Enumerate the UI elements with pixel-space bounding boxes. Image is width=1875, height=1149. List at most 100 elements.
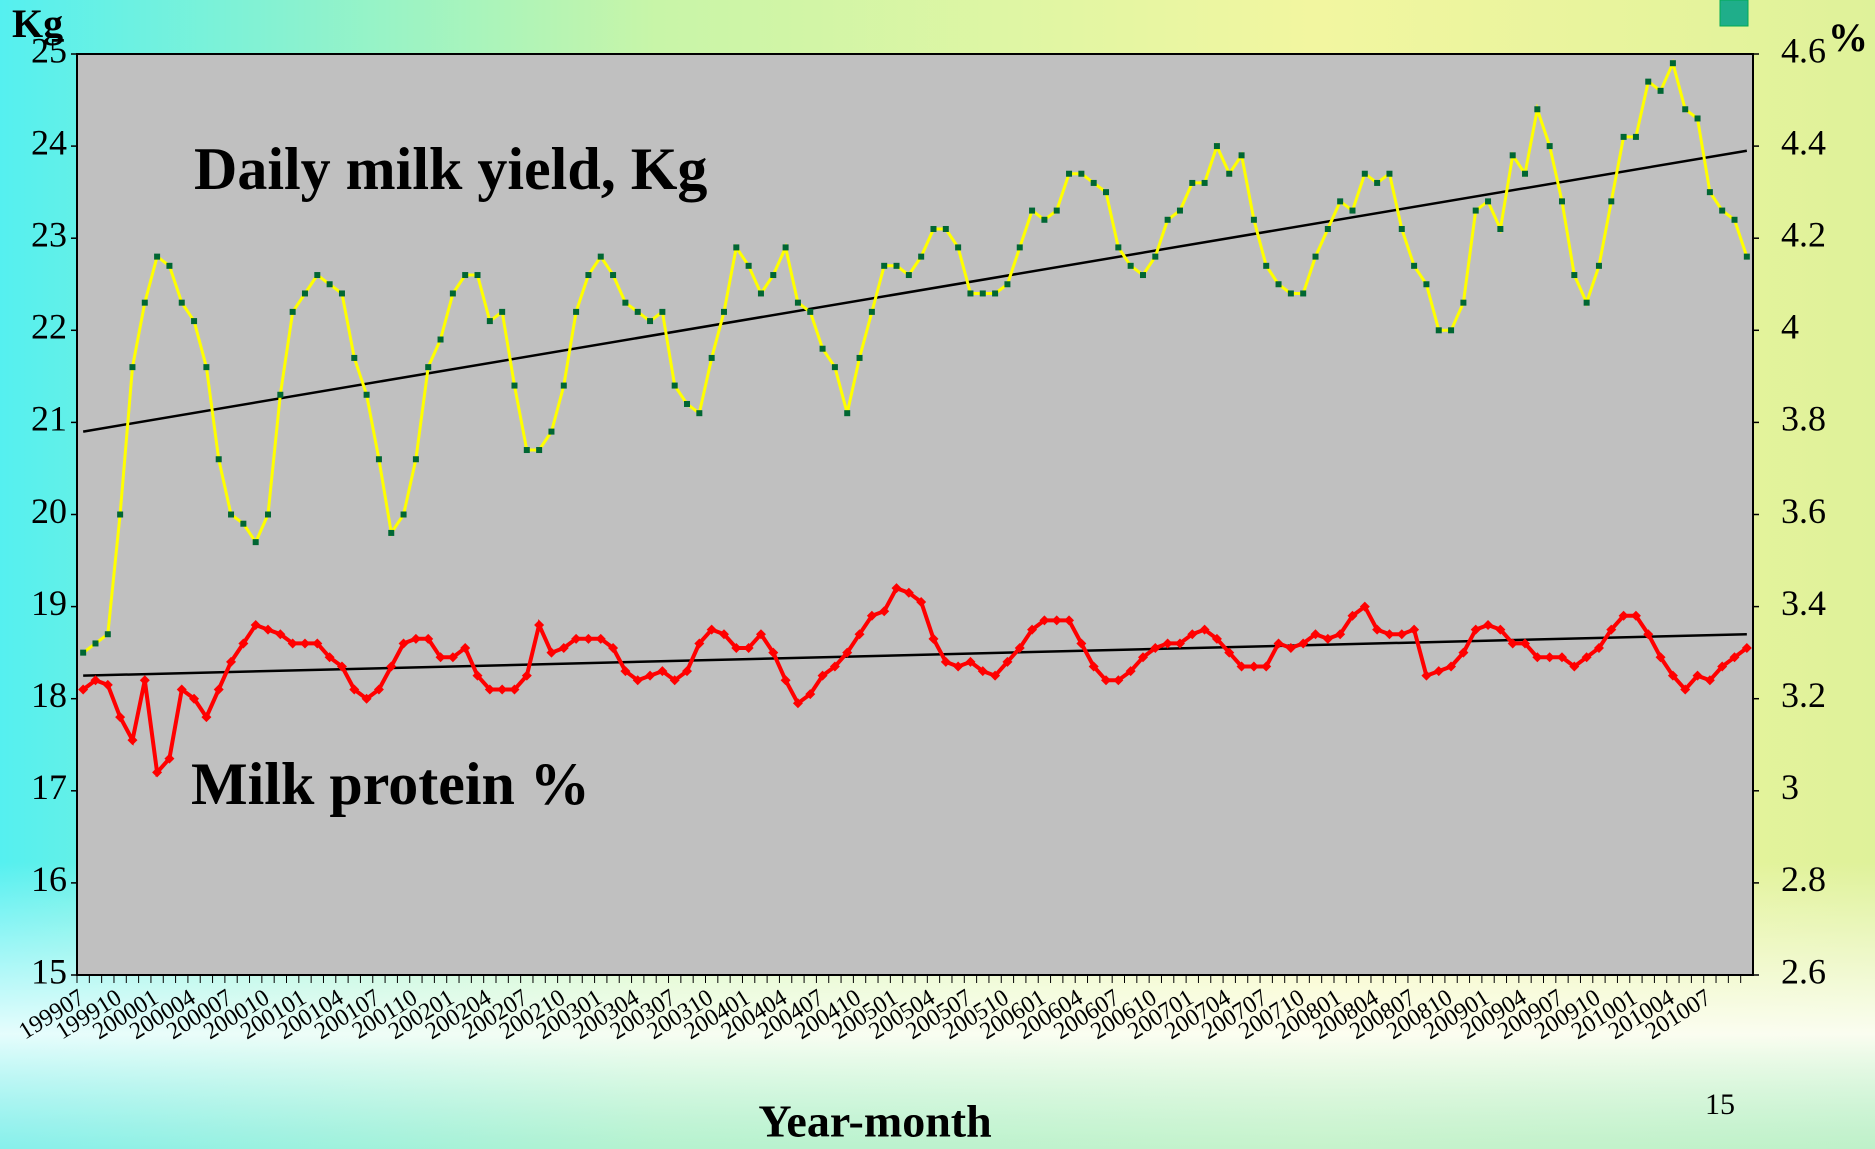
data-point xyxy=(990,670,1001,681)
data-point xyxy=(1386,170,1393,177)
data-point xyxy=(992,290,999,297)
data-point xyxy=(474,272,481,279)
data-point xyxy=(226,656,237,667)
data-point xyxy=(842,647,853,658)
data-point xyxy=(1027,624,1038,635)
data-point xyxy=(1667,670,1678,681)
data-point xyxy=(238,638,249,649)
data-point xyxy=(770,272,777,279)
data-point xyxy=(1544,652,1555,663)
data-point xyxy=(1287,290,1294,297)
data-point xyxy=(671,382,678,389)
data-point xyxy=(164,753,175,764)
data-point xyxy=(1150,643,1161,654)
y2-tick-label: 4 xyxy=(1781,307,1799,347)
data-point xyxy=(1581,652,1592,663)
data-point xyxy=(1630,610,1641,621)
data-point xyxy=(115,712,126,723)
data-point xyxy=(1139,272,1146,279)
data-point xyxy=(435,652,446,663)
y-tick-label: 15 xyxy=(31,951,67,991)
data-point xyxy=(1285,643,1296,654)
data-point xyxy=(1310,629,1321,640)
data-point xyxy=(400,511,407,518)
data-point xyxy=(1409,624,1420,635)
data-point xyxy=(201,712,212,723)
data-point xyxy=(1088,661,1099,672)
y2-tick-label: 4.6 xyxy=(1781,30,1826,70)
data-point xyxy=(731,643,742,654)
data-point xyxy=(595,633,606,644)
data-point xyxy=(1224,647,1235,658)
data-point xyxy=(1435,327,1442,334)
series-line xyxy=(82,585,1749,777)
data-point xyxy=(215,456,222,463)
data-point xyxy=(203,364,210,371)
data-point xyxy=(375,456,382,463)
y-tick-label: 23 xyxy=(31,214,67,254)
series-line xyxy=(82,58,1749,654)
data-point xyxy=(757,290,764,297)
data-point xyxy=(1115,244,1122,251)
data-point xyxy=(743,643,754,654)
data-point xyxy=(1263,262,1270,269)
data-point xyxy=(449,290,456,297)
plot-background xyxy=(76,53,1754,976)
y2-tick-label: 2.8 xyxy=(1781,859,1826,899)
data-point xyxy=(953,661,964,672)
data-point xyxy=(866,610,877,621)
data-point xyxy=(191,318,198,325)
data-point xyxy=(928,633,939,644)
y-tick-label: 19 xyxy=(31,583,67,623)
data-point xyxy=(720,308,727,315)
data-point xyxy=(905,272,912,279)
data-point xyxy=(1137,652,1148,663)
data-point xyxy=(386,661,397,672)
data-point xyxy=(349,684,360,695)
annotation: Milk protein % xyxy=(191,751,590,817)
data-point xyxy=(152,767,163,778)
data-point xyxy=(645,670,656,681)
data-point xyxy=(78,684,89,695)
y-tick-label: 24 xyxy=(31,122,67,162)
data-point xyxy=(548,428,555,435)
data-point xyxy=(560,382,567,389)
data-point xyxy=(1002,656,1013,667)
data-point xyxy=(1532,652,1543,663)
data-point xyxy=(571,633,582,644)
data-point xyxy=(955,244,962,251)
data-point xyxy=(1556,652,1567,663)
data-point xyxy=(117,511,124,518)
data-point xyxy=(755,629,766,640)
data-point xyxy=(1127,262,1134,269)
data-point xyxy=(299,638,310,649)
data-point xyxy=(1337,198,1344,205)
data-point xyxy=(1101,675,1112,686)
y2-tick-label: 4.2 xyxy=(1781,214,1826,254)
data-point xyxy=(1064,615,1075,626)
data-point xyxy=(265,511,272,518)
data-point xyxy=(1470,624,1481,635)
y-axis-label: Kg xyxy=(12,1,63,46)
data-point xyxy=(967,290,974,297)
data-point xyxy=(891,583,902,594)
data-point xyxy=(1014,643,1025,654)
data-point xyxy=(546,647,557,658)
data-point xyxy=(1322,633,1333,644)
y2-axis-label: % xyxy=(1828,15,1868,60)
data-point xyxy=(388,529,395,536)
data-point xyxy=(189,693,200,704)
data-point xyxy=(1583,299,1590,306)
data-point xyxy=(881,262,888,269)
data-point xyxy=(1620,133,1627,140)
data-point xyxy=(1495,624,1506,635)
data-point xyxy=(1717,661,1728,672)
data-point xyxy=(484,684,495,695)
data-point xyxy=(1509,152,1516,159)
data-point xyxy=(634,308,641,315)
data-point xyxy=(314,272,321,279)
y-tick-label: 17 xyxy=(31,767,67,807)
data-point xyxy=(1446,661,1457,672)
data-point xyxy=(733,244,740,251)
y2-tick-label: 3 xyxy=(1781,767,1799,807)
